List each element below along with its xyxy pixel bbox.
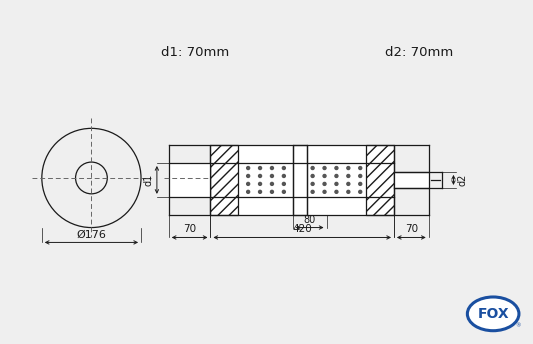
Circle shape (335, 174, 338, 178)
Circle shape (323, 190, 326, 193)
Circle shape (311, 166, 314, 170)
Circle shape (347, 190, 350, 193)
Circle shape (359, 174, 362, 178)
Circle shape (259, 182, 262, 185)
Circle shape (335, 190, 338, 193)
Circle shape (270, 190, 273, 193)
Text: Ø176: Ø176 (77, 229, 107, 239)
Circle shape (323, 182, 326, 185)
Text: 80: 80 (303, 215, 316, 225)
Circle shape (347, 182, 350, 185)
Circle shape (247, 182, 249, 185)
Circle shape (259, 174, 262, 178)
Text: FOX: FOX (478, 307, 509, 321)
Circle shape (247, 174, 249, 178)
Circle shape (282, 166, 285, 170)
Text: ®: ® (515, 323, 521, 328)
Circle shape (259, 166, 262, 170)
Circle shape (335, 182, 338, 185)
Bar (211, 145, 394, 215)
Bar (211, 145, 238, 215)
Text: 70: 70 (183, 225, 196, 235)
Circle shape (259, 190, 262, 193)
Ellipse shape (467, 297, 519, 331)
Bar (394, 172, 429, 188)
Circle shape (282, 182, 285, 185)
Circle shape (359, 182, 362, 185)
Circle shape (311, 182, 314, 185)
Circle shape (347, 166, 350, 170)
Text: 420: 420 (292, 225, 312, 235)
Text: d1: 70mm: d1: 70mm (161, 46, 230, 60)
Circle shape (270, 174, 273, 178)
Circle shape (282, 190, 285, 193)
Circle shape (323, 174, 326, 178)
Circle shape (335, 166, 338, 170)
Text: 70: 70 (405, 225, 418, 235)
Circle shape (247, 190, 249, 193)
Circle shape (359, 190, 362, 193)
Bar (366, 145, 394, 215)
Circle shape (270, 182, 273, 185)
Circle shape (359, 166, 362, 170)
Circle shape (247, 166, 249, 170)
Circle shape (282, 174, 285, 178)
Circle shape (270, 166, 273, 170)
Bar (169, 163, 211, 197)
Bar (211, 145, 394, 215)
Text: d2: 70mm: d2: 70mm (385, 46, 454, 60)
Bar (293, 145, 306, 215)
Circle shape (311, 190, 314, 193)
Circle shape (323, 166, 326, 170)
Circle shape (311, 174, 314, 178)
Text: d1: d1 (144, 174, 154, 186)
Circle shape (347, 174, 350, 178)
Text: d2: d2 (457, 174, 467, 186)
